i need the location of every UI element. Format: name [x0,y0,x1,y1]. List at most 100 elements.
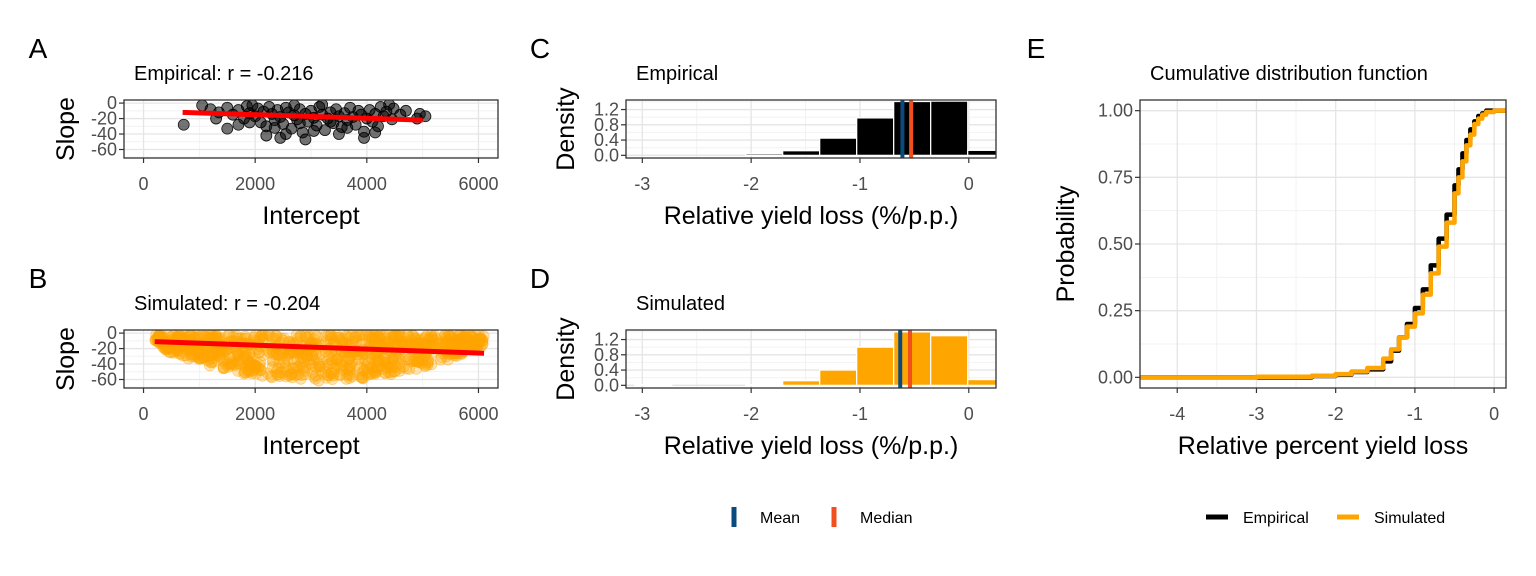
y-axis-label: Density [552,87,580,171]
panel-border [625,329,997,389]
scatter-point [297,362,310,374]
scatter-point [303,330,316,343]
scatter-point [326,373,339,386]
y-axis-label: Slope [52,327,80,391]
scatter-point [198,351,211,364]
scatter-point [366,367,379,380]
scatter-point [398,360,410,373]
scatter-point [402,330,415,342]
scatter-point [368,330,381,341]
scatter-point [192,352,205,364]
scatter-point [448,335,461,347]
scatter-point [233,353,246,366]
scatter-point [345,355,358,368]
scatter-point [228,359,240,371]
scatter-point [250,367,262,380]
scatter-point [325,353,338,366]
cdf-line-simulated [1140,108,1506,380]
scatter-point [366,361,379,374]
scatter-point [403,363,416,375]
scatter-point [426,331,439,344]
x-tick-label: -3 [634,404,650,424]
scatter-point [190,346,203,359]
scatter-point [204,330,216,341]
scatter-point [370,364,383,377]
scatter-point [306,350,319,362]
scatter-point [399,104,412,117]
scatter-point [387,353,400,366]
scatter-point [430,333,443,346]
scatter-point [344,359,357,372]
panel-label: D [530,263,550,294]
scatter-point [390,330,403,342]
scatter-point [245,357,258,369]
scatter-point [324,357,337,370]
scatter-point [198,349,211,361]
x-tick-label: 0 [139,404,149,424]
scatter-point [371,355,384,368]
x-tick-label: 0 [139,174,149,194]
scatter-point [405,355,417,368]
scatter-point [385,360,398,373]
scatter-point [302,354,315,367]
scatter-point [418,333,431,346]
scatter-point [371,362,384,375]
scatter-point [243,355,256,368]
regression-line [154,339,485,356]
scatter-point [392,331,405,344]
scatter-point [444,336,457,349]
scatter-point [262,330,275,341]
scatter-point [163,345,175,358]
histogram-bar [819,137,858,156]
scatter-point [291,353,304,366]
scatter-point [373,354,386,367]
scatter-point [285,367,297,380]
scatter-point [243,362,256,375]
scatter-point [232,118,245,131]
scatter-point [413,334,426,346]
scatter-point [239,347,251,360]
x-tick-label: -1 [852,174,868,194]
y-tick-label: 0.4 [594,130,619,150]
scatter-point [288,100,301,112]
chart-title: Simulated: r = -0.204 [134,293,320,315]
marks [149,330,490,387]
scatter-point [244,358,257,370]
scatter-point [302,349,315,362]
scatter-point [340,372,353,385]
scatter-point [443,330,456,342]
scatter-point [476,338,489,350]
scatter-point [240,352,253,365]
scatter-point [184,330,197,341]
scatter-point [278,356,291,368]
scatter-point [369,366,382,379]
scatter-point [444,333,457,346]
panel-label: A [29,33,48,64]
scatter-point [389,330,402,341]
scatter-point [335,355,348,368]
chart-title: Cumulative distribution function [1150,63,1428,85]
chart-title: Simulated [636,293,725,315]
marks [177,100,432,146]
scatter-point [465,337,478,350]
scatter-point [192,351,205,364]
scatter-point [330,331,343,344]
scatter-point [472,333,485,346]
scatter-point [369,366,382,379]
scatter-point [440,334,453,347]
scatter-point [408,353,421,366]
scatter-point [393,330,406,342]
scatter-point [366,332,378,345]
scatter-point [343,353,356,365]
scatter-point [222,330,235,342]
scatter-point [389,360,401,373]
marks [1140,108,1506,380]
y-tick-label: 0.75 [1098,167,1133,187]
scatter-point [376,363,389,375]
scatter-point [284,368,297,381]
scatter-point [272,362,284,375]
scatter-point [396,336,409,348]
x-tick-label: -3 [634,174,650,194]
scatter-point [313,359,326,372]
